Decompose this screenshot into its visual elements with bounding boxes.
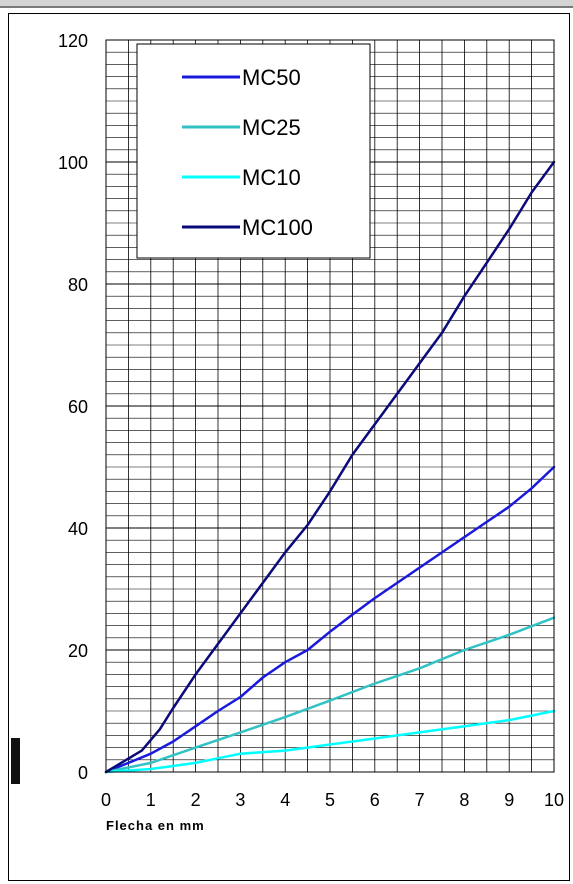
plot-border (105, 39, 555, 773)
series-line-mc100 (104, 160, 556, 774)
y-tick-label: 100 (58, 153, 88, 173)
legend-label-mc100: MC100 (242, 215, 313, 240)
side-marker (11, 738, 20, 784)
x-tick-label: 0 (101, 790, 111, 810)
series-line-mc10 (104, 709, 556, 774)
y-tick-label: 40 (68, 519, 88, 539)
series-lines (104, 160, 556, 774)
x-tick-label: 3 (235, 790, 245, 810)
y-tick-label: 60 (68, 397, 88, 417)
x-tick-label: 8 (459, 790, 469, 810)
legend-box (136, 43, 371, 259)
legend: MC50 MC25 MC10 MC100 (136, 43, 371, 259)
legend-label-mc10: MC10 (242, 165, 301, 190)
series-line-mc50 (104, 465, 556, 774)
x-tick-label: 5 (325, 790, 335, 810)
y-tick-label: 80 (68, 275, 88, 295)
y-tick-label: 20 (68, 641, 88, 661)
window-top-border (0, 6, 573, 8)
legend-label-mc50: MC50 (242, 65, 301, 90)
y-tick-label: 0 (78, 763, 88, 783)
x-axis-label: Flecha en mm (106, 818, 205, 833)
x-tick-label: 7 (415, 790, 425, 810)
x-tick-label: 10 (544, 790, 564, 810)
x-tick-label: 9 (504, 790, 514, 810)
x-tick-label: 2 (191, 790, 201, 810)
y-tick-label: 120 (58, 31, 88, 51)
x-tick-label: 1 (146, 790, 156, 810)
window-top-bar (0, 0, 573, 6)
legend-label-mc25: MC25 (242, 115, 301, 140)
x-tick-label: 4 (280, 790, 290, 810)
x-tick-label: 6 (370, 790, 380, 810)
series-line-mc25 (104, 616, 556, 774)
